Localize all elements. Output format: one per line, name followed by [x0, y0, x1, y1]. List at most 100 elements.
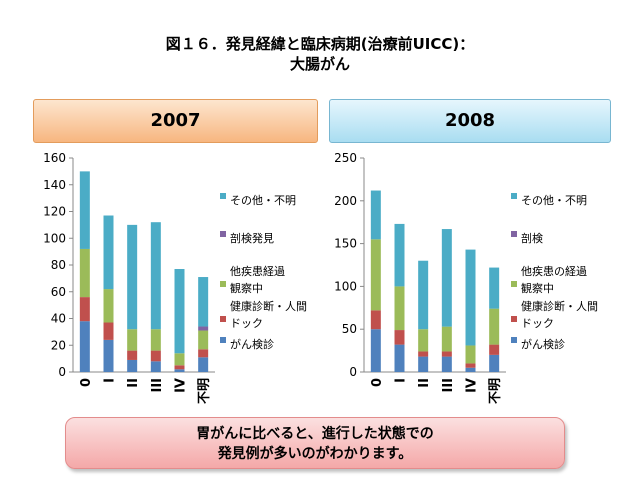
- y-tick-label: 140: [43, 178, 66, 192]
- legend-swatch: [511, 231, 517, 237]
- y-tick-label: 40: [51, 312, 66, 326]
- y-tick-label: 20: [51, 338, 66, 352]
- legend-label: 観察中: [230, 281, 263, 295]
- legend-label: 観察中: [521, 281, 554, 295]
- x-category-label: I: [394, 378, 409, 383]
- bar-segment: [79, 321, 90, 372]
- bar-segment: [370, 329, 381, 372]
- bar-segment: [394, 223, 405, 287]
- bar-segment: [103, 289, 114, 323]
- conclusion-box: 胃がんに比べると、進行した状態での 発見例が多いのがわかります。: [65, 417, 565, 469]
- y-tick-label: 150: [334, 237, 357, 251]
- x-category-label: II: [417, 378, 432, 388]
- legend-swatch: [511, 281, 517, 287]
- bar-segment: [441, 326, 452, 352]
- bar-segment: [127, 350, 138, 360]
- legend-swatch: [511, 193, 517, 199]
- y-tick-label: 50: [342, 322, 357, 336]
- bar-segment: [103, 215, 114, 290]
- bar-segment: [79, 248, 90, 298]
- bar-segment: [370, 239, 381, 311]
- bar-segment: [150, 361, 161, 372]
- legend-label: その他・不明: [521, 194, 587, 207]
- bar-segment: [489, 354, 500, 372]
- bar-segment: [441, 356, 452, 372]
- bar-segment: [150, 329, 161, 351]
- bar-segment: [418, 260, 429, 330]
- bar-segment: [489, 344, 500, 355]
- x-category-label: 不明: [488, 378, 503, 404]
- x-category-label: 不明: [197, 378, 212, 404]
- bar-segment: [489, 267, 500, 309]
- bar-segment: [150, 222, 161, 330]
- legend-swatch: [220, 231, 226, 237]
- chart-header-2008: 2008: [329, 99, 611, 143]
- bar-segment: [174, 365, 185, 370]
- bar-segment: [418, 356, 429, 372]
- y-tick-label: 0: [58, 365, 66, 379]
- bar-segment: [198, 357, 209, 372]
- legend-swatch: [220, 281, 226, 287]
- conclusion-line-1: 胃がんに比べると、進行した状態での: [196, 426, 434, 442]
- bar-segment: [198, 330, 209, 350]
- x-category-label: III: [150, 378, 165, 393]
- bar-segment: [370, 310, 381, 330]
- legend-label: 健康診断・人間: [521, 299, 598, 313]
- bar-segment: [394, 286, 405, 331]
- y-tick-label: 0: [349, 365, 357, 379]
- legend-label: その他・不明: [230, 194, 296, 207]
- y-tick-label: 160: [43, 151, 66, 165]
- y-tick-label: 120: [43, 205, 66, 219]
- bar-segment: [465, 345, 476, 364]
- bar-segment: [370, 190, 381, 240]
- bar-segment: [79, 297, 90, 322]
- legend-label: 他疾患経過: [230, 264, 285, 278]
- legend-label: 他疾患の経過: [521, 264, 587, 278]
- legend-label: がん検診: [230, 337, 274, 351]
- bar-segment: [441, 229, 452, 327]
- bar-segment: [418, 329, 429, 352]
- bar-segment: [418, 351, 429, 357]
- bar-segment: [174, 269, 185, 354]
- bar-segment: [465, 363, 476, 368]
- bar-segment: [465, 249, 476, 346]
- title-line-1: 図１６．発見経緯と臨床病期(治療前UICC)：: [165, 35, 475, 53]
- legend-label: 剖検発見: [230, 231, 274, 245]
- x-category-label: III: [441, 378, 456, 393]
- page-title: 図１６．発見経緯と臨床病期(治療前UICC)： 大腸がん: [0, 34, 640, 74]
- bar-segment: [103, 339, 114, 372]
- bar-segment: [441, 351, 452, 357]
- bar-segment: [127, 224, 138, 330]
- legend-swatch: [220, 193, 226, 199]
- bar-segment: [198, 326, 209, 331]
- legend-label: ドック: [230, 317, 263, 330]
- bar-segment: [174, 369, 185, 372]
- bar-segment: [127, 329, 138, 351]
- bar-segment: [79, 171, 90, 249]
- bar-segment: [174, 353, 185, 366]
- y-tick-label: 60: [51, 285, 66, 299]
- legend-swatch: [511, 316, 517, 322]
- bar-segment: [465, 367, 476, 372]
- bar-segment: [394, 330, 405, 345]
- bar-segment: [198, 349, 209, 358]
- legend-swatch: [220, 337, 226, 343]
- x-category-label: II: [126, 378, 141, 388]
- y-tick-label: 80: [51, 258, 66, 272]
- x-category-label: IV: [465, 378, 480, 393]
- bar-segment: [394, 344, 405, 372]
- bar-segment: [127, 359, 138, 372]
- bar-segment: [103, 322, 114, 340]
- legend-swatch: [220, 316, 226, 322]
- legend-label: 剖検: [521, 231, 543, 245]
- conclusion-line-2: 発見例が多いのがわかります。: [217, 446, 413, 462]
- legend-label: がん検診: [521, 337, 565, 351]
- title-line-2: 大腸がん: [289, 55, 350, 73]
- bar-segment: [198, 277, 209, 327]
- x-category-label: 0: [370, 378, 385, 387]
- y-tick-label: 100: [334, 279, 357, 293]
- y-tick-label: 200: [334, 194, 357, 208]
- x-category-label: IV: [174, 378, 189, 393]
- bar-segment: [150, 350, 161, 362]
